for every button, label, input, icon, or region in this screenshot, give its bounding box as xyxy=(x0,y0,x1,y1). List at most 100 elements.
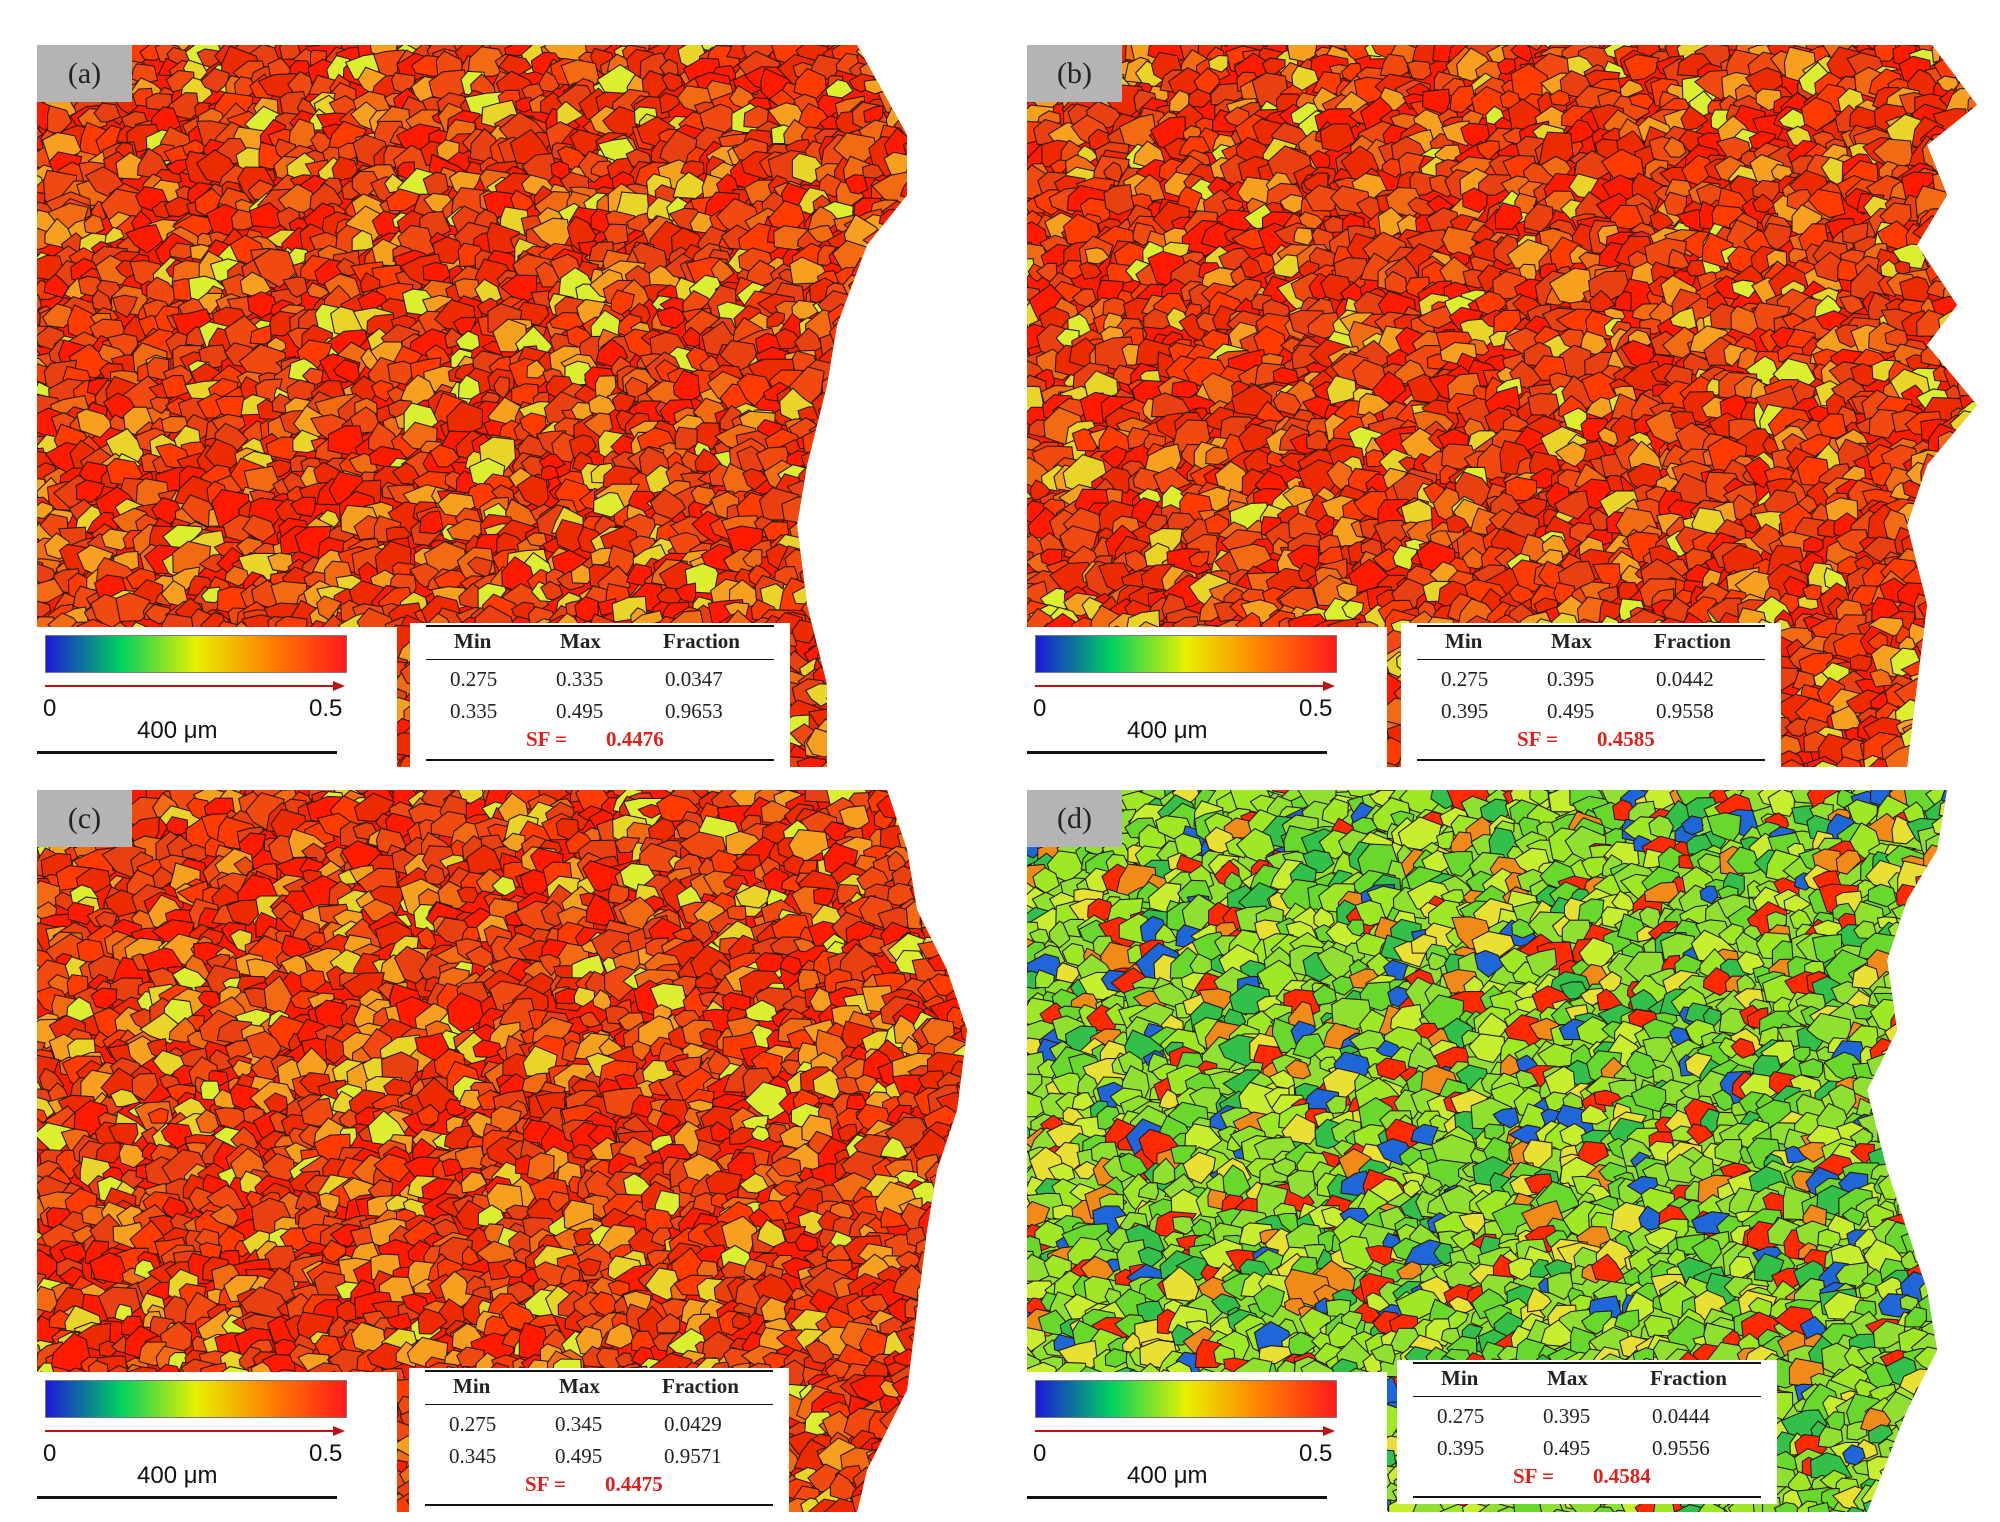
grain xyxy=(995,571,1002,587)
grain xyxy=(969,595,1002,629)
grain xyxy=(845,397,880,423)
grain xyxy=(871,461,896,481)
grain xyxy=(990,239,1002,258)
grain xyxy=(821,495,849,522)
grain xyxy=(960,758,980,767)
grain xyxy=(608,544,635,575)
grain xyxy=(981,598,1002,630)
grain xyxy=(844,481,879,510)
grain xyxy=(1958,583,1977,612)
grain xyxy=(842,503,880,532)
grain xyxy=(902,83,907,108)
grain xyxy=(826,623,858,651)
grain xyxy=(929,497,969,527)
grain xyxy=(842,274,882,307)
grain xyxy=(849,588,875,611)
grain xyxy=(1981,45,1993,49)
grain xyxy=(160,374,190,398)
grain xyxy=(949,355,977,378)
grain xyxy=(906,306,907,331)
grain xyxy=(864,734,891,756)
grain xyxy=(1510,45,1552,51)
grain xyxy=(901,620,907,648)
panel-label-a: (a) xyxy=(37,45,132,102)
grain xyxy=(852,734,886,765)
grain xyxy=(1966,216,1977,242)
grain xyxy=(946,227,976,251)
grain xyxy=(1967,367,1977,396)
grain xyxy=(1986,171,1994,201)
grain xyxy=(997,437,1002,468)
grain xyxy=(431,236,464,265)
grain xyxy=(927,313,958,342)
grain xyxy=(913,253,951,281)
grain xyxy=(923,345,965,379)
grain xyxy=(961,405,976,422)
grain xyxy=(871,481,905,510)
grain xyxy=(823,420,863,453)
grain xyxy=(661,71,683,92)
grain xyxy=(821,375,843,395)
grain xyxy=(833,466,857,487)
grain xyxy=(862,362,885,382)
grain xyxy=(1976,310,1977,331)
grain xyxy=(429,444,461,468)
grain xyxy=(885,352,907,390)
grain xyxy=(934,147,960,171)
grain xyxy=(965,316,995,342)
grain xyxy=(938,196,972,233)
grain xyxy=(844,174,869,195)
grain xyxy=(981,456,1002,478)
grain xyxy=(978,680,1002,708)
grain xyxy=(1536,45,1559,49)
grain xyxy=(965,492,996,522)
grain xyxy=(944,146,979,181)
grain xyxy=(988,636,1002,658)
grain xyxy=(949,643,971,665)
grain xyxy=(969,666,994,693)
cell: 0.9653 xyxy=(665,699,723,723)
grain xyxy=(943,669,976,693)
grain xyxy=(983,56,1002,85)
colorbar-max: 0.5 xyxy=(309,695,343,722)
grain xyxy=(538,70,561,93)
grain xyxy=(1947,560,1977,591)
grain xyxy=(1957,471,1977,503)
grain xyxy=(879,580,907,613)
grain xyxy=(977,45,1002,49)
grain xyxy=(829,671,853,693)
grain xyxy=(915,573,962,605)
grain xyxy=(164,196,195,218)
grain xyxy=(906,194,907,228)
grain xyxy=(1663,136,1687,158)
grain xyxy=(1979,584,1993,612)
grain xyxy=(124,223,164,254)
grain xyxy=(950,474,980,509)
grain xyxy=(969,286,992,314)
grain xyxy=(831,350,857,373)
grain xyxy=(908,573,936,593)
grain xyxy=(197,292,223,315)
grain xyxy=(844,700,870,720)
grain xyxy=(874,314,894,331)
grain xyxy=(936,85,974,119)
grain xyxy=(968,299,1000,323)
grain xyxy=(883,151,907,182)
grain xyxy=(915,216,940,231)
grain xyxy=(877,45,906,65)
scale-bar xyxy=(37,751,337,754)
grain xyxy=(979,506,1002,531)
grain xyxy=(915,712,956,748)
grain xyxy=(971,700,992,721)
grain xyxy=(999,601,1002,631)
grain xyxy=(913,656,938,679)
grain xyxy=(965,560,985,581)
scale-bar-label: 400 μm xyxy=(137,717,218,744)
grain xyxy=(1941,686,1973,716)
grain xyxy=(997,236,1002,270)
grain xyxy=(1208,54,1229,73)
grain xyxy=(832,573,863,604)
grain xyxy=(955,45,978,50)
grain xyxy=(1406,60,1432,81)
grain xyxy=(969,368,1002,395)
